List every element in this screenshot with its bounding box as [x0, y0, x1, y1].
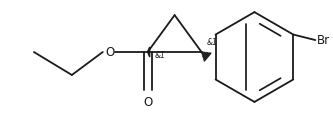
- Text: O: O: [105, 46, 114, 59]
- Text: &1: &1: [155, 50, 166, 60]
- Text: O: O: [143, 96, 152, 109]
- Polygon shape: [148, 47, 150, 57]
- Text: Br: Br: [317, 34, 330, 46]
- Text: &1: &1: [206, 38, 217, 46]
